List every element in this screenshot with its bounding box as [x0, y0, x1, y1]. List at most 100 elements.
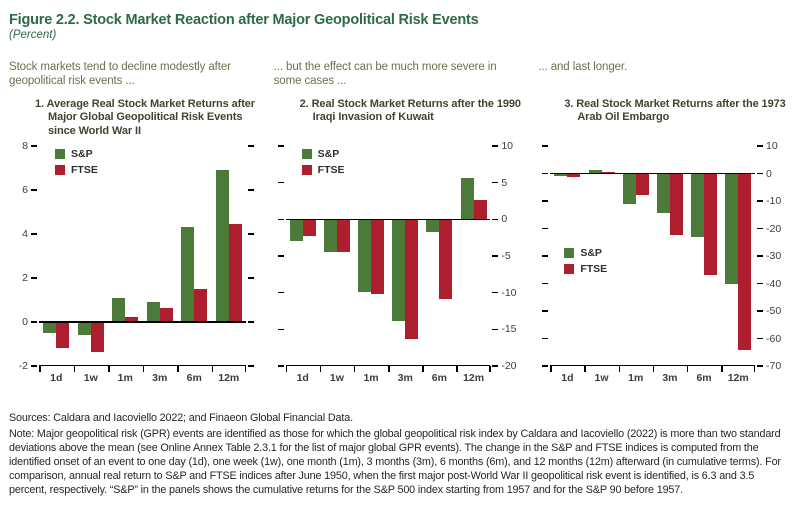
x-axis-label: 1m	[117, 372, 133, 384]
y-axis-label: 4	[22, 228, 28, 240]
legend-item: FTSE	[55, 164, 98, 176]
y-axis-tick	[31, 365, 37, 367]
legend-label: FTSE	[580, 263, 608, 276]
bar-ftse-1w	[336, 219, 350, 252]
x-axis-tick	[753, 366, 756, 372]
bar-sp-1d	[43, 322, 57, 333]
x-axis-tick	[108, 366, 110, 372]
y-axis-tick	[542, 337, 549, 340]
y-axis-tick	[277, 181, 284, 184]
y-axis-tick	[757, 365, 763, 367]
y-axis-tick	[757, 145, 763, 147]
panel-2: ... but the effect can be much more seve…	[274, 60, 523, 390]
sources-line: Sources: Caldara and Iacoviello 2022; an…	[9, 412, 353, 424]
y-axis-label: -20	[766, 222, 782, 235]
x-axis-label: 1d	[296, 372, 309, 384]
y-axis-tick	[492, 365, 499, 367]
y-axis-label: -2	[18, 360, 28, 372]
y-axis-tick	[277, 365, 284, 367]
y-axis-tick	[757, 282, 763, 285]
legend: S&P FTSE	[564, 247, 607, 275]
x-axis-label: 12m	[463, 372, 485, 384]
bar-sp-12m	[725, 173, 739, 284]
x-axis-label: 6m	[696, 372, 712, 384]
legend-item: FTSE	[301, 164, 345, 176]
bar-sp-1w	[588, 169, 602, 174]
y-axis-tick	[757, 227, 763, 230]
bar-ftse-6m	[704, 173, 718, 276]
x-axis-label: 6m	[186, 372, 202, 384]
figure-footer: Sources: Caldara and Iacoviello 2022; an…	[9, 412, 787, 497]
bar-sp-1w	[323, 219, 337, 252]
panel-3: ... and last longer. 3. Real Stock Marke…	[538, 60, 787, 390]
y-axis-label: -10	[766, 195, 782, 207]
y-axis-label: 0	[501, 213, 508, 226]
bar-ftse-1m	[125, 316, 139, 322]
figure-title: Figure 2.2. Stock Market Reaction after …	[9, 12, 479, 28]
bar-ftse-3m	[159, 307, 173, 322]
bar-sp-3m	[656, 173, 670, 214]
y-axis-label: 0	[766, 167, 772, 180]
bar-ftse-1d	[302, 219, 316, 237]
bar-sp-3m	[146, 302, 160, 322]
bar-ftse-12m	[473, 199, 487, 220]
y-axis-label: 0	[22, 316, 28, 328]
panel-2-plot-area: 10 5 0 -5 -10 -15 -20 1d 1w 1m 3m 6m 12m S&P FTSE	[277, 140, 517, 384]
bar-ftse-1d	[56, 322, 70, 349]
y-axis-tick	[277, 255, 284, 257]
y-axis-tick	[31, 233, 37, 235]
x-axis-tick	[422, 366, 424, 372]
legend-label: S&P	[71, 148, 93, 161]
panel-2-lead: ... but the effect can be much more seve…	[273, 61, 497, 88]
x-axis-tick	[319, 366, 322, 372]
y-axis-tick	[247, 277, 254, 279]
bar-ftse-12m	[738, 173, 752, 350]
y-axis-tick	[247, 189, 254, 191]
y-axis-tick	[542, 227, 549, 230]
bar-ftse-6m	[194, 289, 208, 322]
panel-2-title: 2. Real Stock Market Returns after the 1…	[299, 98, 521, 124]
x-axis-label: 1w	[594, 372, 609, 384]
bar-sp-3m	[392, 219, 406, 322]
figure-subtitle: (Percent)	[9, 29, 57, 41]
y-axis-tick	[492, 181, 499, 184]
panel-1-title: 1. Average Real Stock Market Returns aft…	[35, 98, 255, 137]
y-axis-label: -70	[766, 360, 782, 372]
x-axis-tick	[211, 366, 213, 372]
x-axis-tick	[456, 366, 458, 372]
y-axis-tick	[492, 328, 499, 331]
x-axis-label: 3m	[397, 372, 413, 384]
y-axis-label: -5	[501, 250, 511, 262]
y-axis-label: 10	[766, 140, 778, 152]
ftse-legend-swatch	[564, 264, 575, 275]
bar-ftse-1w	[90, 322, 104, 352]
bar-ftse-3m	[669, 173, 683, 236]
y-axis-tick	[492, 145, 499, 147]
y-axis-tick	[247, 145, 254, 147]
bar-ftse-12m	[228, 224, 242, 322]
bar-sp-1w	[77, 322, 91, 336]
x-axis-label: 12m	[727, 372, 749, 384]
x-axis-tick	[721, 366, 723, 372]
y-axis-label: 5	[501, 176, 508, 189]
panel-3-chart: 10 0 -10 -20 -30 -40 -50 -60 -70 1d 1w 1m 3m 6m 12m S&P…	[538, 140, 787, 390]
panel-1: Stock markets tend to decline modestly a…	[9, 60, 258, 390]
y-axis-label: 6	[22, 184, 28, 196]
legend-item: S&P	[564, 247, 607, 259]
sp-legend-swatch	[301, 149, 312, 160]
x-axis-tick	[618, 366, 621, 372]
x-axis-label: 1m	[628, 372, 644, 384]
bar-ftse-3m	[405, 219, 419, 339]
y-axis-label: 8	[22, 140, 28, 152]
y-axis-tick	[542, 282, 549, 285]
y-axis-tick	[757, 172, 763, 175]
bar-sp-6m	[181, 227, 195, 322]
sp-legend-swatch	[55, 149, 65, 160]
x-axis-label: 1m	[363, 372, 379, 384]
y-axis-tick	[31, 189, 37, 191]
y-axis-label: 2	[22, 272, 28, 284]
y-axis-tick	[757, 255, 763, 257]
y-axis-tick	[247, 233, 254, 235]
y-axis-tick	[542, 255, 549, 257]
